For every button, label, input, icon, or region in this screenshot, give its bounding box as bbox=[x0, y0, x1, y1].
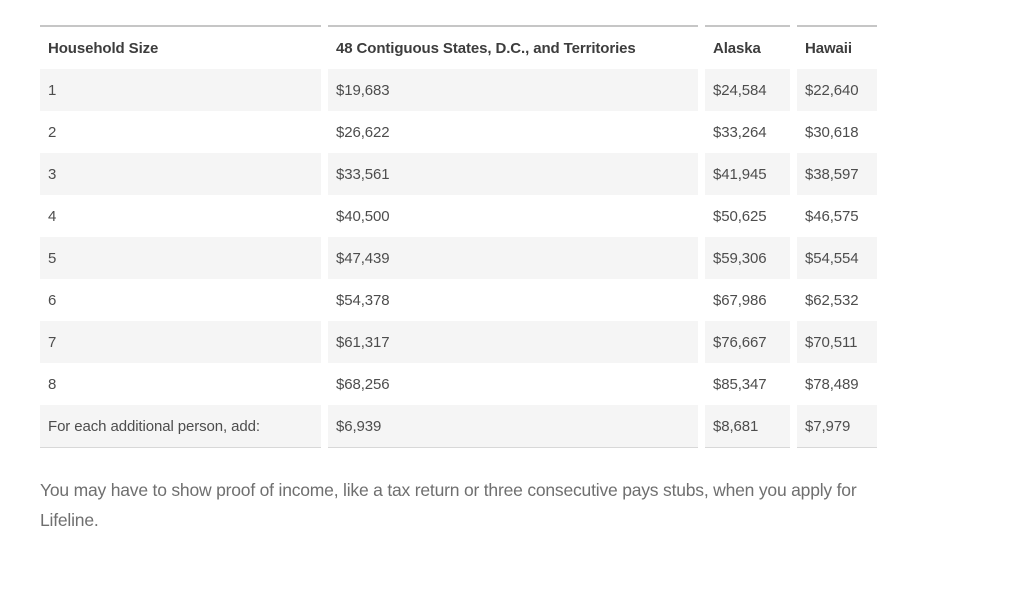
income-value-cell: $78,489 bbox=[805, 376, 859, 393]
income-value-cell: $47,439 bbox=[328, 237, 698, 279]
income-value-cell: $6,939 bbox=[328, 405, 698, 448]
table-row: For each additional person, add: $6,939 $8… bbox=[40, 405, 877, 448]
income-value-cell: $62,532 bbox=[805, 292, 859, 309]
household-size-cell: 6 bbox=[48, 292, 57, 309]
note-text: You may have to show proof of income, li… bbox=[40, 480, 857, 530]
table-row: 5 $47,439 $59,306 $54,554 bbox=[40, 237, 877, 279]
table-row: 8 $68,256 $85,347 $78,489 bbox=[40, 363, 877, 405]
income-value-cell: $61,317 bbox=[328, 321, 698, 363]
household-size-cell: 5 bbox=[40, 237, 321, 279]
income-value-cell: $76,667 bbox=[705, 321, 790, 363]
income-value-cell: $33,264 bbox=[713, 124, 767, 141]
income-value-cell: $8,681 bbox=[705, 405, 790, 448]
household-size-cell: 7 bbox=[40, 321, 321, 363]
table-row: 7 $61,317 $76,667 $70,511 bbox=[40, 321, 877, 363]
income-value-cell: $22,640 bbox=[797, 69, 877, 111]
table-header-row: Household Size 48 Contiguous States, D.C… bbox=[40, 25, 877, 69]
income-value-cell: $54,378 bbox=[336, 292, 390, 309]
header-48-contiguous-states: 48 Contiguous States, D.C., and Territor… bbox=[328, 25, 698, 69]
income-value-cell: $19,683 bbox=[328, 69, 698, 111]
income-value-cell: $7,979 bbox=[797, 405, 877, 448]
household-size-cell: 1 bbox=[40, 69, 321, 111]
household-size-cell: 4 bbox=[48, 208, 57, 225]
income-eligibility-table: Household Size 48 Contiguous States, D.C… bbox=[33, 25, 884, 448]
table-row: 3 $33,561 $41,945 $38,597 bbox=[40, 153, 877, 195]
income-value-cell: $59,306 bbox=[705, 237, 790, 279]
income-value-cell: $40,500 bbox=[336, 208, 390, 225]
income-value-cell: $70,511 bbox=[797, 321, 877, 363]
household-size-cell: 3 bbox=[40, 153, 321, 195]
income-value-cell: $46,575 bbox=[805, 208, 859, 225]
income-value-cell: $24,584 bbox=[705, 69, 790, 111]
income-value-cell: $26,622 bbox=[336, 124, 390, 141]
header-household-size: Household Size bbox=[40, 25, 321, 69]
income-value-cell: $67,986 bbox=[713, 292, 767, 309]
income-value-cell: $50,625 bbox=[713, 208, 767, 225]
income-value-cell: $85,347 bbox=[713, 376, 767, 393]
household-size-cell: For each additional person, add: bbox=[40, 405, 321, 448]
household-size-cell: 8 bbox=[48, 376, 57, 393]
income-value-cell: $68,256 bbox=[336, 376, 390, 393]
income-table-body: 1 $19,683 $24,584 $22,640 2 $26,622 $33,264 $30… bbox=[40, 69, 877, 448]
header-hawaii: Hawaii bbox=[797, 25, 877, 69]
table-row: 6 $54,378 $67,986 $62,532 bbox=[40, 279, 877, 321]
income-value-cell: $38,597 bbox=[797, 153, 877, 195]
household-size-cell: 2 bbox=[48, 124, 57, 141]
header-alaska: Alaska bbox=[705, 25, 790, 69]
income-value-cell: $33,561 bbox=[328, 153, 698, 195]
income-value-cell: $54,554 bbox=[797, 237, 877, 279]
income-value-cell: $30,618 bbox=[805, 124, 859, 141]
table-row: 4 $40,500 $50,625 $46,575 bbox=[40, 195, 877, 237]
income-value-cell: $41,945 bbox=[705, 153, 790, 195]
table-row: 1 $19,683 $24,584 $22,640 bbox=[40, 69, 877, 111]
table-row: 2 $26,622 $33,264 $30,618 bbox=[40, 111, 877, 153]
